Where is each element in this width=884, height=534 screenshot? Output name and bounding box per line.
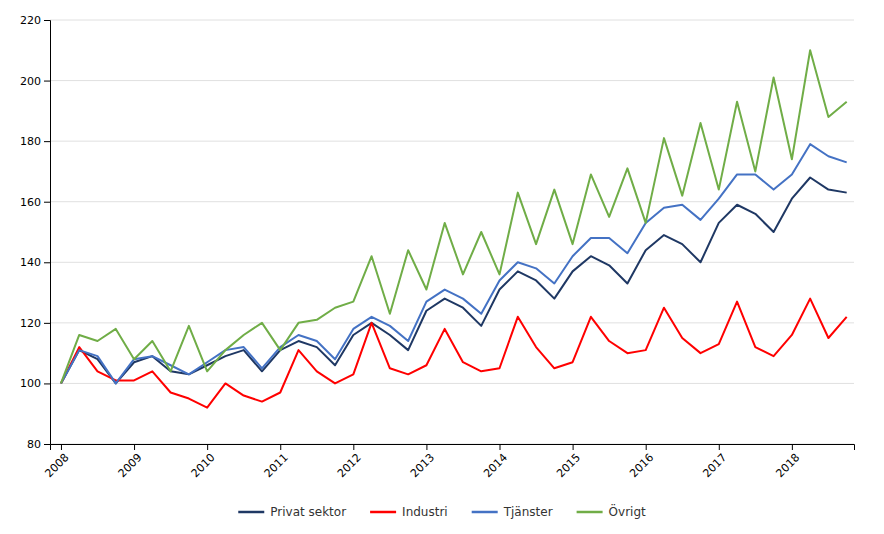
series-line — [61, 144, 847, 383]
y-tick-label: 220 — [20, 14, 41, 27]
x-tick: 2008 — [43, 444, 72, 480]
x-tick-label: 2012 — [335, 451, 364, 480]
y-tick-mark — [44, 444, 50, 445]
y-tick: 80 — [27, 438, 50, 451]
x-tick-mark — [500, 444, 501, 450]
legend-swatch — [238, 511, 264, 514]
x-tick: 2014 — [481, 444, 510, 480]
y-tick-label: 200 — [20, 75, 41, 88]
x-tick: 2012 — [335, 444, 364, 480]
legend-swatch — [472, 511, 498, 514]
y-tick-mark — [44, 20, 50, 21]
x-tick-label: 2018 — [773, 451, 802, 480]
lines — [61, 50, 847, 407]
x-tick: 2015 — [554, 444, 583, 480]
x-tick: 2016 — [627, 444, 656, 480]
y-tick-mark — [44, 81, 50, 82]
legend-label: Övrigt — [609, 503, 646, 519]
legend-label: Privat sektor — [270, 505, 346, 519]
y-tick-label: 180 — [20, 135, 41, 148]
x-tick-label: 2009 — [116, 451, 145, 480]
legend-item: Privat sektor — [238, 505, 346, 519]
legend-swatch — [370, 511, 396, 514]
x-tick-label: 2010 — [189, 451, 218, 480]
y-tick: 160 — [20, 196, 50, 209]
x-tick-mark — [353, 444, 354, 450]
grid — [50, 20, 854, 444]
x-tick-label: 2014 — [481, 451, 510, 480]
y-tick-label: 80 — [27, 438, 41, 451]
x-tick: 2018 — [773, 444, 802, 480]
grid-line — [50, 322, 854, 323]
x-tick-label: 2008 — [43, 451, 72, 480]
legend-swatch — [577, 511, 603, 514]
y-tick-mark — [44, 383, 50, 384]
y-tick-mark — [44, 141, 50, 142]
x-tick-mark — [280, 444, 281, 450]
y-tick: 180 — [20, 135, 50, 148]
y-tick-mark — [44, 323, 50, 324]
legend-item: Övrigt — [577, 503, 646, 519]
legend: Privat sektor Industri Tjänster Övrigt — [238, 503, 646, 519]
series-line — [61, 50, 847, 383]
legend-label: Industri — [402, 505, 448, 519]
grid-line — [50, 201, 854, 202]
x-tick-mark — [646, 444, 647, 450]
x-tick-label: 2016 — [627, 451, 656, 480]
grid-line — [50, 141, 854, 142]
y-tick: 140 — [20, 256, 50, 269]
y-tick: 120 — [20, 317, 50, 330]
x-tick-label: 2013 — [408, 451, 437, 480]
y-tick: 220 — [20, 14, 50, 27]
y-tick-label: 140 — [20, 256, 41, 269]
y-tick: 200 — [20, 75, 50, 88]
x-tick: 2009 — [116, 444, 145, 480]
y-tick-label: 100 — [20, 377, 41, 390]
x-tick-mark — [792, 444, 793, 450]
x-axis-line — [51, 445, 855, 451]
x-tick: 2011 — [262, 444, 291, 480]
chart: 2008 2009 2010 2011 2012 2013 2014 2015 2016 2017… — [0, 0, 884, 534]
legend-label: Tjänster — [503, 505, 553, 519]
x-tick-label: 2015 — [554, 451, 583, 480]
x-tick-label: 2017 — [700, 451, 729, 480]
x-tick-mark — [573, 444, 574, 450]
x-tick-mark — [426, 444, 427, 450]
y-axis: 80 100 120 140 160 180 200 220 — [20, 14, 51, 451]
grid-line — [50, 383, 854, 384]
y-tick: 100 — [20, 377, 50, 390]
y-tick-label: 160 — [20, 196, 41, 209]
x-axis: 2008 2009 2010 2011 2012 2013 2014 2015 2016 2017… — [43, 444, 855, 480]
y-tick-label: 120 — [20, 317, 41, 330]
plot: 2008 2009 2010 2011 2012 2013 2014 2015 2016 2017… — [20, 14, 855, 480]
x-tick-mark — [719, 444, 720, 450]
grid-line — [50, 20, 854, 21]
y-axis-line — [44, 21, 51, 445]
x-tick: 2017 — [700, 444, 729, 480]
grid-line — [50, 80, 854, 81]
y-tick-mark — [44, 262, 50, 263]
x-tick-mark — [207, 444, 208, 450]
x-tick-mark — [134, 444, 135, 450]
y-tick-mark — [44, 202, 50, 203]
grid-line — [50, 262, 854, 263]
legend-item: Tjänster — [472, 505, 553, 519]
x-tick: 2013 — [408, 444, 437, 480]
legend-item: Industri — [370, 505, 448, 519]
x-tick: 2010 — [189, 444, 218, 480]
x-tick-mark — [61, 444, 62, 450]
x-tick-label: 2011 — [262, 451, 291, 480]
